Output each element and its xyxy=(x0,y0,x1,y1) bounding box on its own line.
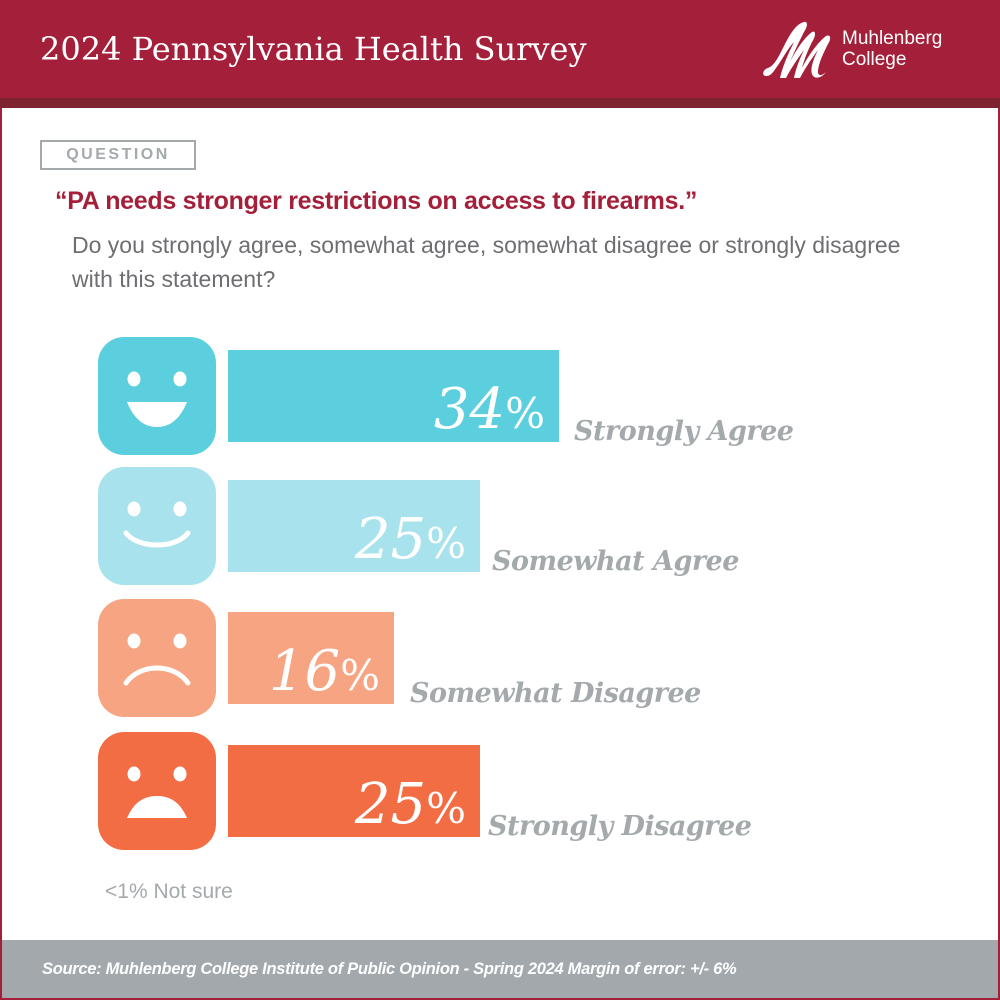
response-label: Strongly Disagree xyxy=(488,811,752,842)
question-prompt: Do you strongly agree, somewhat agree, s… xyxy=(72,232,901,292)
frown-face-icon xyxy=(98,599,216,717)
response-value: 16% xyxy=(268,639,380,704)
response-row-strongly-agree: 34% Strongly Agree xyxy=(98,337,898,455)
big-smile-face-icon xyxy=(98,337,216,455)
question-statement: “PA needs stronger restrictions on acces… xyxy=(55,187,698,215)
response-value: 25% xyxy=(354,772,466,837)
response-value: 34% xyxy=(433,377,545,442)
response-row-somewhat-agree: 25% Somewhat Agree xyxy=(98,467,898,585)
response-label: Strongly Agree xyxy=(574,416,794,447)
muhlenberg-m-logo-icon xyxy=(760,18,838,87)
logo-wordmark: Muhlenberg College xyxy=(842,28,942,70)
logo-line-2: College xyxy=(842,49,907,70)
response-value: 25% xyxy=(354,507,466,572)
not-sure-note: <1% Not sure xyxy=(105,880,233,903)
response-bar: 25% xyxy=(228,480,480,572)
response-label: Somewhat Agree xyxy=(492,546,739,577)
response-label: Somewhat Disagree xyxy=(410,678,701,709)
footer-bar: Source: Muhlenberg College Institute of … xyxy=(2,940,998,998)
page-title: 2024 Pennsylvania Health Survey xyxy=(40,30,587,68)
upset-face-icon xyxy=(98,732,216,850)
response-bar: 25% xyxy=(228,745,480,837)
college-logo: Muhlenberg College xyxy=(760,18,980,82)
response-bar: 16% xyxy=(228,612,394,704)
smile-face-icon xyxy=(98,467,216,585)
response-row-somewhat-disagree: 16% Somewhat Disagree xyxy=(98,599,898,717)
response-row-strongly-disagree: 25% Strongly Disagree xyxy=(98,732,898,850)
question-badge: QUESTION xyxy=(40,140,196,170)
header-stripe xyxy=(0,98,1000,108)
source-note: Source: Muhlenberg College Institute of … xyxy=(42,960,737,978)
response-bar: 34% xyxy=(228,350,559,442)
logo-line-1: Muhlenberg xyxy=(842,28,943,49)
header-bar: 2024 Pennsylvania Health Survey Muhlenbe… xyxy=(0,0,1000,98)
